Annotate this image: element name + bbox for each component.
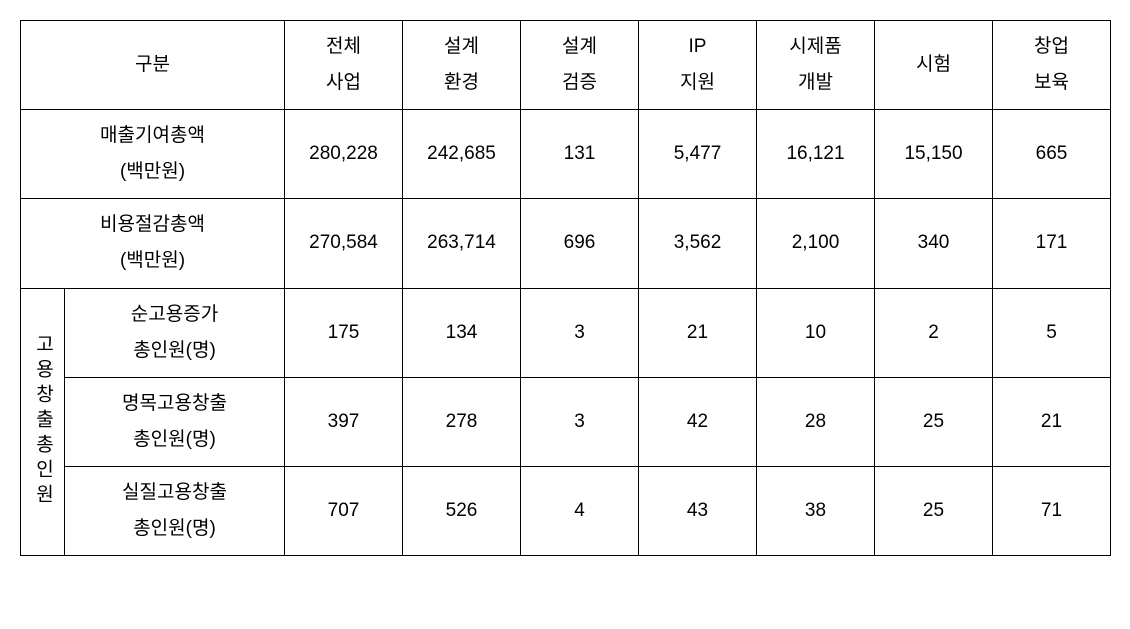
row5-c2: 526 (403, 466, 521, 555)
row2-c6: 340 (875, 199, 993, 288)
table-row: 비용절감총액 (백만원) 270,584 263,714 696 3,562 2… (21, 199, 1111, 288)
header-col1: 전체 사업 (285, 21, 403, 110)
row4-c2: 278 (403, 377, 521, 466)
row2-c3: 696 (521, 199, 639, 288)
row5-c7: 71 (993, 466, 1111, 555)
row2-c7: 171 (993, 199, 1111, 288)
header-col3: 설계 검증 (521, 21, 639, 110)
row1-c2: 242,685 (403, 110, 521, 199)
row1-label: 매출기여총액 (백만원) (21, 110, 285, 199)
row4-c4: 42 (639, 377, 757, 466)
row3-c6: 2 (875, 288, 993, 377)
row2-label: 비용절감총액 (백만원) (21, 199, 285, 288)
row5-c3: 4 (521, 466, 639, 555)
row2-c4: 3,562 (639, 199, 757, 288)
row1-c7: 665 (993, 110, 1111, 199)
row3-c4: 21 (639, 288, 757, 377)
table-row: 매출기여총액 (백만원) 280,228 242,685 131 5,477 1… (21, 110, 1111, 199)
header-col6: 시험 (875, 21, 993, 110)
row2-c1: 270,584 (285, 199, 403, 288)
row2-c5: 2,100 (757, 199, 875, 288)
row1-c4: 5,477 (639, 110, 757, 199)
row4-c1: 397 (285, 377, 403, 466)
row3-c7: 5 (993, 288, 1111, 377)
row2-c2: 263,714 (403, 199, 521, 288)
row5-c6: 25 (875, 466, 993, 555)
header-col4: IP 지원 (639, 21, 757, 110)
section-label: 고용창출총인원 (21, 288, 65, 556)
header-row: 구분 전체 사업 설계 환경 설계 검증 IP 지원 시제품 개발 시험 창업 … (21, 21, 1111, 110)
header-col5: 시제품 개발 (757, 21, 875, 110)
data-table: 구분 전체 사업 설계 환경 설계 검증 IP 지원 시제품 개발 시험 창업 … (20, 20, 1111, 556)
header-col2: 설계 환경 (403, 21, 521, 110)
header-category: 구분 (21, 21, 285, 110)
header-col7: 창업 보육 (993, 21, 1111, 110)
row5-label: 실질고용창출 총인원(명) (65, 466, 285, 555)
row4-label: 명목고용창출 총인원(명) (65, 377, 285, 466)
row3-c3: 3 (521, 288, 639, 377)
row3-c2: 134 (403, 288, 521, 377)
row4-c3: 3 (521, 377, 639, 466)
table-row: 명목고용창출 총인원(명) 397 278 3 42 28 25 21 (21, 377, 1111, 466)
row3-c5: 10 (757, 288, 875, 377)
table-row: 실질고용창출 총인원(명) 707 526 4 43 38 25 71 (21, 466, 1111, 555)
row5-c1: 707 (285, 466, 403, 555)
row1-c6: 15,150 (875, 110, 993, 199)
row1-c1: 280,228 (285, 110, 403, 199)
row3-label: 순고용증가 총인원(명) (65, 288, 285, 377)
row1-c3: 131 (521, 110, 639, 199)
row5-c4: 43 (639, 466, 757, 555)
row5-c5: 38 (757, 466, 875, 555)
row4-c5: 28 (757, 377, 875, 466)
table-row: 고용창출총인원 순고용증가 총인원(명) 175 134 3 21 10 2 5 (21, 288, 1111, 377)
row4-c7: 21 (993, 377, 1111, 466)
row1-c5: 16,121 (757, 110, 875, 199)
row3-c1: 175 (285, 288, 403, 377)
row4-c6: 25 (875, 377, 993, 466)
